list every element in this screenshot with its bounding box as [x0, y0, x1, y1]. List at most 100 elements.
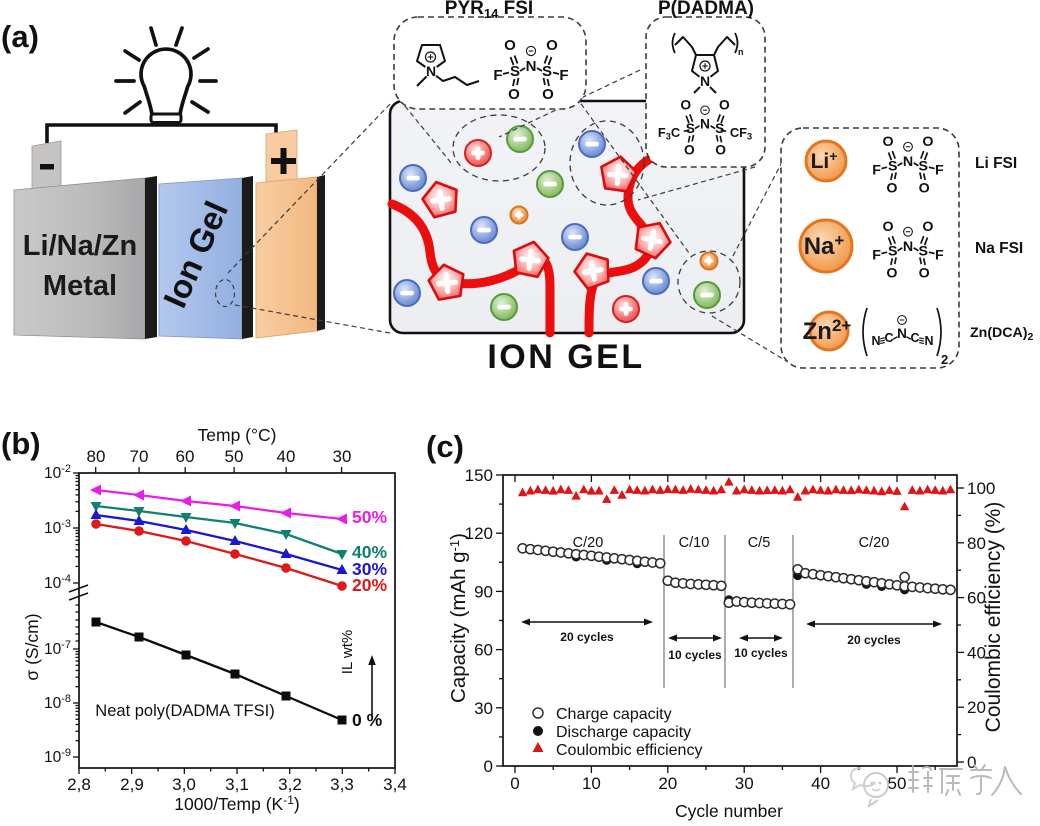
svg-text:O: O: [504, 37, 516, 54]
svg-text:N: N: [903, 154, 913, 170]
svg-text:O: O: [886, 180, 897, 196]
svg-text:(a): (a): [1, 19, 39, 54]
svg-text:F: F: [493, 67, 502, 84]
svg-text:O: O: [719, 97, 730, 112]
svg-text:S: S: [542, 63, 552, 80]
svg-text:2,9: 2,9: [120, 775, 144, 794]
svg-text:10-9: 10-9: [44, 747, 71, 766]
svg-text:30: 30: [474, 699, 493, 718]
svg-text:3,3: 3,3: [330, 775, 354, 794]
svg-text:Li FSI: Li FSI: [975, 155, 1017, 172]
svg-text:Metal: Metal: [43, 270, 117, 302]
svg-text:N: N: [700, 73, 710, 89]
svg-text:C/5: C/5: [748, 535, 771, 551]
svg-text:F: F: [559, 67, 568, 84]
svg-text:100: 100: [967, 479, 995, 498]
svg-text:10 cycles: 10 cycles: [734, 646, 788, 660]
svg-text:O: O: [883, 219, 894, 235]
svg-text:S: S: [510, 63, 520, 80]
svg-text:O: O: [922, 134, 933, 150]
svg-text:0: 0: [510, 774, 519, 793]
svg-text:Zn(DCA)2: Zn(DCA)2: [970, 325, 1034, 343]
svg-text:S: S: [918, 159, 928, 175]
svg-text:20: 20: [658, 774, 677, 793]
svg-text:2: 2: [941, 352, 948, 367]
svg-text:O: O: [508, 86, 520, 103]
svg-text:3,2: 3,2: [278, 775, 302, 794]
svg-text:40: 40: [811, 774, 830, 793]
svg-text:C/20: C/20: [859, 535, 890, 551]
svg-text:80: 80: [87, 447, 106, 466]
svg-text:3,4: 3,4: [383, 775, 407, 794]
svg-text:N: N: [924, 334, 933, 348]
svg-text:F: F: [935, 247, 944, 263]
svg-text:C/10: C/10: [679, 535, 710, 551]
svg-text:10: 10: [582, 774, 601, 793]
svg-text:20 cycles: 20 cycles: [847, 633, 901, 647]
svg-text:1000/Temp (K-1): 1000/Temp (K-1): [174, 793, 299, 814]
svg-text:2,8: 2,8: [67, 775, 91, 794]
svg-text:20: 20: [967, 698, 986, 717]
svg-text:Capacity (mAh g-1): Capacity (mAh g-1): [447, 533, 470, 703]
svg-text:F: F: [872, 247, 881, 263]
svg-text:10-7: 10-7: [44, 639, 71, 658]
svg-text:C/20: C/20: [573, 535, 604, 551]
svg-text:O: O: [883, 134, 894, 150]
svg-text:S: S: [888, 244, 898, 260]
svg-text:60: 60: [967, 589, 986, 608]
svg-text:CF3: CF3: [730, 125, 752, 142]
svg-text:S: S: [888, 159, 898, 175]
svg-text:N: N: [897, 326, 907, 341]
svg-text:N: N: [426, 63, 436, 79]
svg-text:O: O: [546, 37, 558, 54]
svg-text:IL wt%: IL wt%: [339, 630, 356, 674]
svg-text:Discharge capacity: Discharge capacity: [556, 724, 691, 741]
svg-text:O: O: [715, 142, 726, 157]
svg-text:n: n: [738, 47, 744, 57]
svg-text:0: 0: [967, 753, 976, 772]
svg-text:Temp (°C): Temp (°C): [198, 425, 277, 445]
svg-text:O: O: [680, 97, 691, 112]
svg-text:F: F: [872, 162, 881, 178]
svg-text:40: 40: [277, 447, 296, 466]
svg-text:20%: 20%: [352, 575, 387, 595]
svg-text:120: 120: [465, 524, 493, 543]
svg-text:PYR14 FSI: PYR14 FSI: [445, 0, 533, 21]
svg-text:Charge capacity: Charge capacity: [556, 706, 672, 723]
svg-text:Na FSI: Na FSI: [975, 240, 1023, 257]
svg-text:10 cycles: 10 cycles: [668, 648, 722, 662]
svg-text:C: C: [910, 331, 919, 345]
svg-text:40: 40: [967, 643, 986, 662]
svg-text:C: C: [884, 331, 893, 345]
svg-text:0: 0: [484, 757, 493, 776]
svg-text:P(DADMA): P(DADMA): [658, 0, 754, 19]
svg-text:N: N: [700, 117, 710, 132]
svg-text:N: N: [526, 58, 537, 75]
svg-text:(b): (b): [1, 426, 41, 461]
svg-text:S: S: [686, 121, 695, 136]
svg-text:O: O: [886, 265, 897, 281]
svg-text:Neat poly(DADMA TFSI): Neat poly(DADMA TFSI): [95, 702, 274, 720]
svg-text:Cycle number: Cycle number: [675, 801, 783, 821]
svg-text:50: 50: [225, 447, 244, 466]
svg-text:S: S: [918, 244, 928, 260]
svg-text:3,0: 3,0: [172, 775, 196, 794]
svg-text:O: O: [684, 142, 695, 157]
svg-text:F: F: [935, 162, 944, 178]
svg-text:N: N: [871, 334, 880, 348]
svg-text:90: 90: [474, 582, 493, 601]
svg-text:30%: 30%: [352, 559, 387, 579]
svg-text:40%: 40%: [352, 542, 387, 562]
svg-text:10-8: 10-8: [44, 693, 71, 712]
svg-text:0 %: 0 %: [352, 710, 383, 730]
svg-text:80: 80: [967, 534, 986, 553]
svg-text:N: N: [903, 239, 913, 255]
svg-text:10-4: 10-4: [44, 573, 71, 592]
svg-text:O: O: [919, 180, 930, 196]
svg-text:F3C: F3C: [658, 125, 680, 142]
svg-text:S: S: [715, 121, 724, 136]
svg-text:60: 60: [474, 641, 493, 660]
svg-text:50: 50: [888, 774, 907, 793]
svg-text:Li/Na/Zn: Li/Na/Zn: [23, 230, 137, 262]
svg-text:O: O: [919, 265, 930, 281]
